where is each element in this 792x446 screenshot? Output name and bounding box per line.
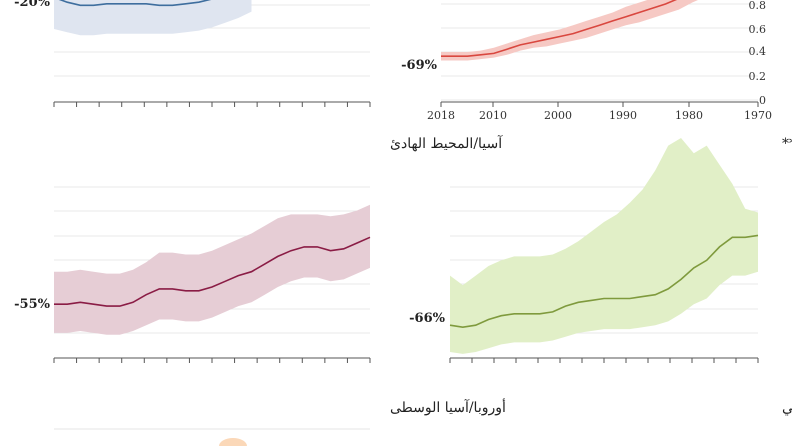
panel-africa: -69% 2018 2010 2000 1990 1980 1970 0 0.2 0.4 0.6… bbox=[401, 0, 792, 152]
y-tick-label: 0.8 bbox=[749, 0, 767, 12]
y-tick-label: 0.4 bbox=[749, 45, 767, 58]
x-ticks bbox=[53, 358, 371, 363]
index-line bbox=[449, 234, 759, 329]
y-tick-label: 0.2 bbox=[749, 70, 767, 83]
y-tick-label: 0.6 bbox=[749, 23, 767, 36]
confidence-band bbox=[54, 0, 252, 36]
confidence-band bbox=[441, 0, 699, 61]
change-label: -66% bbox=[409, 311, 445, 326]
x-tick-label: 2010 bbox=[479, 109, 507, 122]
panel-asia-pacific: آسيا/المحيط الهادئ -55% bbox=[14, 134, 503, 363]
x-tick-label: 2000 bbox=[544, 109, 572, 122]
panel-title: أميركا اللاتينية والكاريبي bbox=[782, 397, 792, 416]
change-label: -20% bbox=[14, 0, 50, 10]
change-label: -69% bbox=[401, 58, 437, 73]
panel-title: آسيا/المحيط الهادئ bbox=[390, 134, 503, 152]
panel-top-left: -20% bbox=[14, 0, 371, 107]
panel-latin-america: أميركا اللاتينية والكاريبي -66% bbox=[409, 138, 792, 416]
panel-title: إفريقيا** bbox=[782, 136, 792, 152]
x-ticks bbox=[440, 102, 759, 107]
panel-europe-central-asia: أوروبا/آسيا الوسطى bbox=[54, 397, 506, 446]
x-ticks bbox=[53, 102, 371, 107]
index-line bbox=[441, 0, 678, 57]
x-ticks bbox=[449, 358, 759, 363]
y-tick-labels: 0 0.2 0.4 0.6 0.8 bbox=[749, 0, 767, 107]
x-tick-label: 1980 bbox=[675, 109, 703, 122]
y-tick-label: 0 bbox=[759, 94, 766, 107]
x-tick-label: 2018 bbox=[427, 109, 455, 122]
x-tick-label: 1990 bbox=[609, 109, 637, 122]
confidence-band bbox=[54, 204, 370, 335]
index-line bbox=[54, 236, 371, 307]
x-tick-label: 1970 bbox=[744, 109, 772, 122]
change-label: -55% bbox=[14, 297, 50, 312]
index-line bbox=[58, 0, 212, 7]
x-tick-labels: 2018 2010 2000 1990 1980 1970 bbox=[427, 109, 772, 122]
panel-title: أوروبا/آسيا الوسطى bbox=[390, 397, 506, 416]
confidence-band-peek bbox=[219, 438, 247, 446]
confidence-band bbox=[450, 138, 758, 354]
